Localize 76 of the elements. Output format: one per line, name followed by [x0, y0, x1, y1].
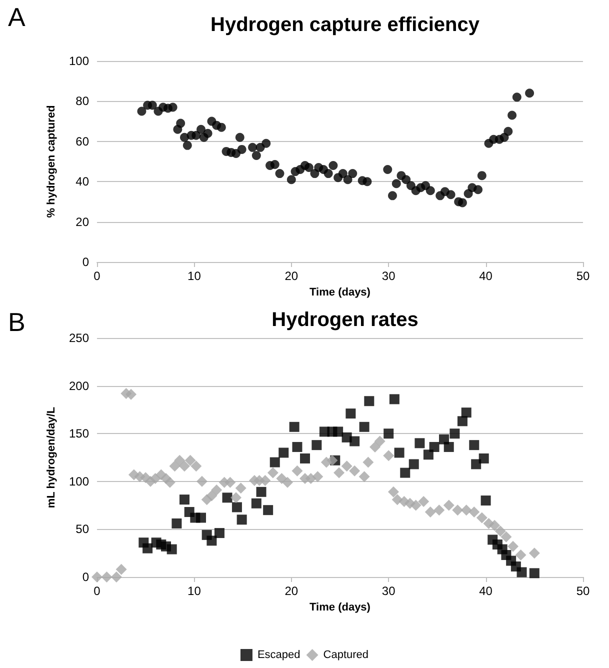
point	[270, 457, 280, 468]
y-tick-label: 80	[76, 94, 90, 108]
point	[292, 442, 302, 452]
x-tick-label: 30	[382, 269, 396, 283]
x-tick-label: 0	[94, 269, 101, 283]
point	[236, 514, 247, 525]
point	[333, 426, 344, 437]
legend-label: Captured	[323, 649, 369, 661]
x-tick-label: 40	[479, 584, 493, 598]
text: B	[8, 307, 26, 337]
point	[384, 428, 394, 439]
point	[444, 442, 454, 452]
point	[471, 459, 482, 470]
y-tick-label: 0	[82, 570, 90, 584]
point	[414, 438, 425, 448]
y-axis-title: mL hydrogen/day/L	[46, 406, 58, 508]
point	[400, 468, 410, 478]
point	[478, 453, 489, 464]
y-tick-label: 100	[68, 474, 90, 488]
y-tick-label: 50	[76, 522, 90, 536]
point	[389, 394, 400, 404]
point	[222, 492, 232, 503]
x-tick-label: 40	[479, 269, 493, 283]
point	[214, 528, 224, 538]
y-axis-title: % hydrogen captured	[46, 105, 58, 218]
y-tick-label: 250	[68, 331, 90, 345]
text: A	[8, 2, 26, 32]
x-tick-label: 30	[382, 584, 396, 598]
point	[529, 568, 540, 578]
point	[206, 536, 217, 546]
point	[312, 440, 322, 450]
x-axis-title: Time (days)	[310, 286, 371, 298]
x-tick-label: 10	[188, 584, 202, 598]
y-tick-label: 200	[68, 378, 90, 393]
x-tick-label: 20	[284, 269, 298, 283]
point	[350, 436, 360, 446]
legend-label: Escaped	[257, 649, 300, 661]
point	[300, 453, 310, 464]
point	[251, 498, 262, 508]
point	[450, 428, 460, 439]
point	[232, 502, 242, 512]
point	[469, 440, 480, 450]
x-tick-label: 50	[576, 584, 590, 598]
point	[394, 448, 404, 458]
point	[263, 505, 274, 516]
point	[166, 544, 177, 554]
x-tick-label: 50	[576, 269, 590, 283]
point	[461, 408, 472, 418]
chart-title: Hydrogen rates	[272, 309, 418, 331]
point	[364, 396, 374, 406]
point	[172, 518, 182, 528]
point	[408, 459, 419, 470]
chart-title: Hydrogen capture efficiency	[210, 14, 480, 36]
x-tick-label: 10	[188, 269, 202, 283]
point	[278, 448, 289, 458]
point	[457, 416, 468, 426]
point	[423, 450, 434, 460]
point	[359, 422, 370, 432]
x-tick-label: 20	[284, 584, 298, 598]
point	[429, 442, 440, 452]
point	[256, 486, 266, 497]
point	[179, 494, 190, 505]
x-axis-title: Time (days)	[310, 601, 371, 614]
point	[196, 512, 206, 523]
point	[516, 567, 527, 578]
point	[142, 543, 153, 554]
y-tick-label: 100	[68, 54, 90, 68]
y-tick-label: 40	[76, 174, 90, 189]
x-tick-label: 0	[94, 584, 101, 598]
y-tick-label: 0	[82, 255, 90, 269]
y-tick-label: 150	[68, 426, 90, 441]
point	[480, 496, 491, 506]
point	[346, 408, 356, 419]
y-tick-label: 60	[76, 134, 90, 148]
y-tick-label: 20	[76, 214, 90, 229]
point	[289, 422, 300, 432]
